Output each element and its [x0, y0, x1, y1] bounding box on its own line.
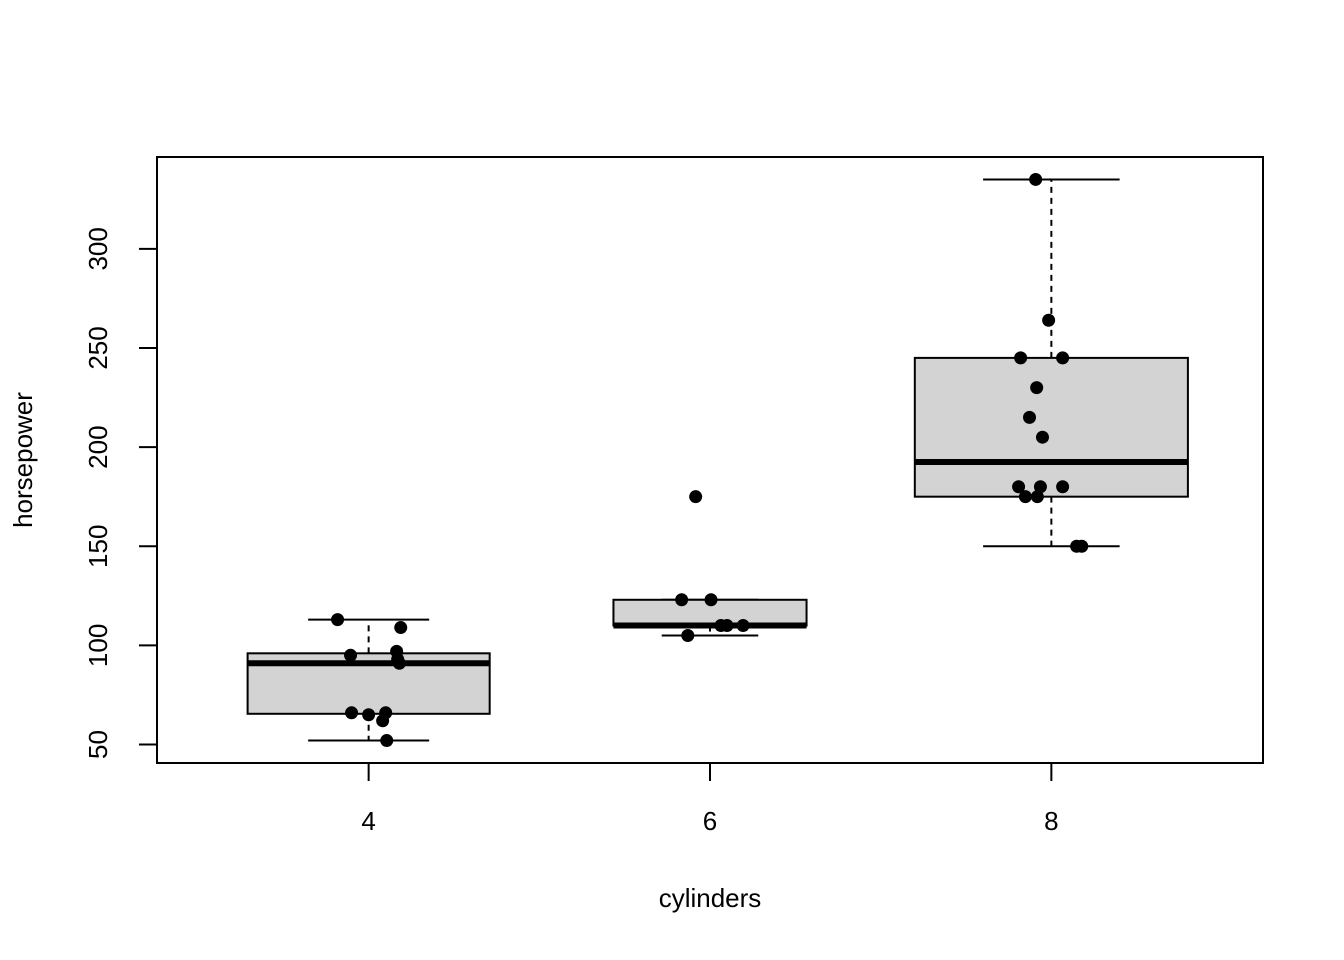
data-point — [362, 708, 376, 722]
x-tick-label: 4 — [361, 806, 375, 836]
box — [913, 356, 1189, 498]
data-point — [1042, 313, 1056, 327]
data-point — [720, 619, 734, 633]
data-point — [1035, 430, 1049, 444]
data-point — [1018, 490, 1032, 504]
data-point — [675, 593, 689, 607]
data-point — [379, 706, 393, 720]
data-point — [1075, 539, 1089, 553]
y-axis-label: horsepower — [8, 392, 38, 528]
data-point — [331, 613, 345, 627]
data-point — [1012, 480, 1026, 494]
y-tick-label: 300 — [83, 227, 113, 270]
x-axis-label: cylinders — [659, 883, 762, 913]
x-tick-label: 8 — [1044, 806, 1058, 836]
data-point — [689, 490, 703, 504]
data-point — [1033, 480, 1047, 494]
x-tick-label: 6 — [703, 806, 717, 836]
data-point — [704, 593, 718, 607]
data-point — [1014, 351, 1028, 365]
data-point — [1029, 172, 1043, 186]
data-point — [394, 621, 408, 635]
data-point — [1056, 480, 1070, 494]
data-point — [344, 648, 358, 662]
y-tick-label: 250 — [83, 326, 113, 369]
y-tick-label: 200 — [83, 425, 113, 468]
data-point — [392, 656, 406, 670]
data-point — [736, 619, 750, 633]
data-point — [1030, 381, 1044, 395]
data-point — [1023, 410, 1037, 424]
data-point — [345, 706, 359, 720]
data-point — [1030, 490, 1044, 504]
y-tick-label: 150 — [83, 525, 113, 568]
y-tick-label: 50 — [83, 730, 113, 759]
data-point — [1056, 351, 1070, 365]
y-tick-label: 100 — [83, 624, 113, 667]
data-point — [380, 734, 394, 748]
data-point — [681, 628, 695, 642]
